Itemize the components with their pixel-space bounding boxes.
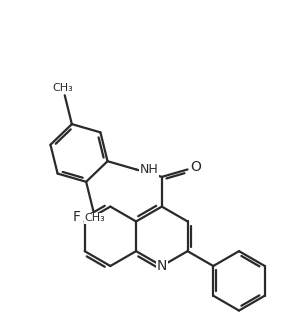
Text: O: O <box>191 160 201 174</box>
Text: N: N <box>157 259 167 273</box>
Text: CH₃: CH₃ <box>53 83 73 92</box>
Text: CH₃: CH₃ <box>85 213 106 223</box>
Text: F: F <box>73 210 81 224</box>
Text: NH: NH <box>140 163 159 176</box>
